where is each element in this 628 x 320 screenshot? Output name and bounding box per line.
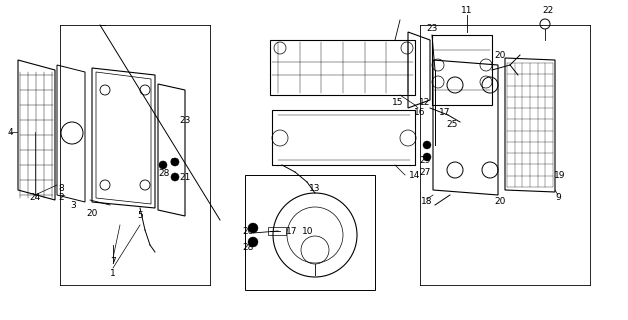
- Text: 26: 26: [242, 228, 254, 236]
- Text: 8: 8: [58, 183, 64, 193]
- Text: 20: 20: [86, 209, 98, 218]
- Text: 28: 28: [242, 244, 254, 252]
- Text: 25: 25: [447, 119, 458, 129]
- Text: 13: 13: [309, 183, 321, 193]
- Circle shape: [248, 223, 258, 233]
- Text: 11: 11: [461, 5, 473, 14]
- Text: 23: 23: [180, 116, 191, 124]
- Text: 22: 22: [543, 5, 554, 14]
- Bar: [245, 175, 375, 290]
- Bar: [272, 110, 415, 165]
- Text: 4: 4: [7, 127, 13, 137]
- Text: 21: 21: [180, 172, 191, 181]
- Circle shape: [159, 161, 167, 169]
- Text: 24: 24: [30, 194, 41, 203]
- Text: 28: 28: [158, 169, 170, 178]
- Text: 7: 7: [110, 258, 116, 267]
- Text: 17: 17: [286, 228, 298, 236]
- Text: 23: 23: [426, 23, 438, 33]
- Text: 2: 2: [58, 194, 64, 203]
- Bar: [268, 227, 286, 235]
- Text: 10: 10: [302, 228, 314, 236]
- Circle shape: [423, 153, 431, 161]
- Text: 27: 27: [420, 167, 431, 177]
- Text: 14: 14: [409, 171, 421, 180]
- Circle shape: [171, 173, 179, 181]
- Circle shape: [171, 158, 179, 166]
- Circle shape: [423, 141, 431, 149]
- Text: 6: 6: [169, 157, 175, 166]
- Text: 20: 20: [494, 197, 506, 206]
- Text: 19: 19: [555, 171, 566, 180]
- Text: 15: 15: [392, 98, 404, 107]
- Text: 20: 20: [494, 51, 506, 60]
- Text: 3: 3: [70, 201, 76, 210]
- Text: 16: 16: [414, 108, 426, 116]
- Text: 1: 1: [110, 268, 116, 277]
- Text: 5: 5: [137, 211, 143, 220]
- Text: 17: 17: [439, 108, 451, 116]
- Text: 12: 12: [420, 98, 431, 107]
- Text: 9: 9: [555, 194, 561, 203]
- Text: 18: 18: [421, 197, 433, 206]
- Text: 29: 29: [420, 156, 431, 164]
- Circle shape: [248, 237, 258, 247]
- Bar: [270, 40, 415, 95]
